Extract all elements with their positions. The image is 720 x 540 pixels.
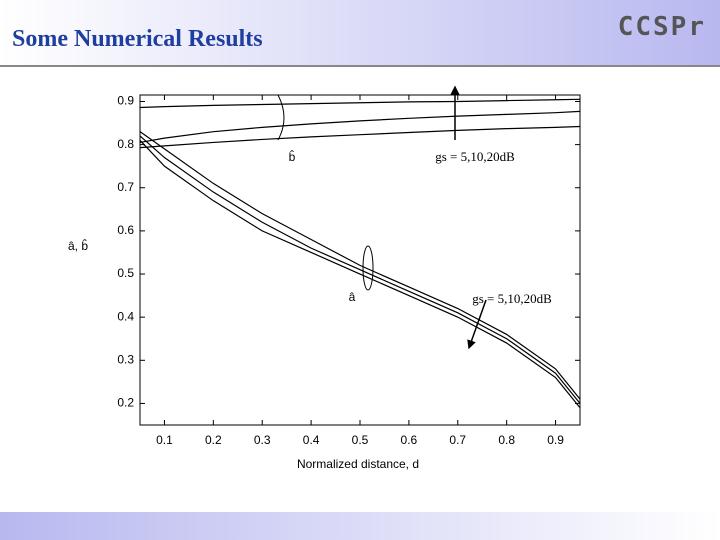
bracket [362, 245, 374, 291]
y-tick-label: 0.4 [117, 309, 134, 323]
x-tick-label: 0.5 [352, 433, 369, 447]
series-line [139, 135, 581, 404]
series-line [139, 125, 581, 149]
logo: CCSPr [618, 12, 706, 42]
y-tick-label: 0.6 [117, 223, 134, 237]
series-line [139, 131, 581, 400]
x-tick-label: 0.9 [547, 433, 564, 447]
y-tick-label: 0.8 [117, 137, 134, 151]
x-tick-label: 0.6 [401, 433, 418, 447]
series-line [139, 139, 581, 409]
x-tick-label: 0.2 [205, 433, 222, 447]
x-tick-label: 0.1 [156, 433, 173, 447]
x-tick-label: 0.3 [254, 433, 271, 447]
x-tick-label: 0.8 [498, 433, 515, 447]
y-tick-label: 0.2 [117, 396, 134, 410]
annotation: â [349, 290, 356, 304]
annotation: gs = 5,10,20dB [472, 291, 552, 306]
y-tick-label: 0.5 [117, 266, 134, 280]
footer-band [0, 512, 720, 540]
y-tick-label: 0.3 [117, 352, 134, 366]
y-axis-label: â, b̂ [68, 238, 88, 253]
series-line [139, 110, 581, 144]
plot-frame [139, 94, 581, 426]
header-band [0, 0, 720, 66]
series-line [139, 98, 581, 109]
arrow [467, 299, 487, 350]
y-tick-label: 0.9 [117, 94, 134, 108]
annotation: gs = 5,10,20dB [435, 149, 515, 164]
slide-title: Some Numerical Results [12, 26, 263, 52]
bracket [277, 94, 285, 141]
x-tick-label: 0.4 [303, 433, 320, 447]
x-tick-label: 0.7 [449, 433, 466, 447]
annotation: b̂ [289, 149, 296, 164]
y-tick-label: 0.7 [117, 180, 134, 194]
x-axis-label: Normalized distance, d [297, 457, 419, 471]
